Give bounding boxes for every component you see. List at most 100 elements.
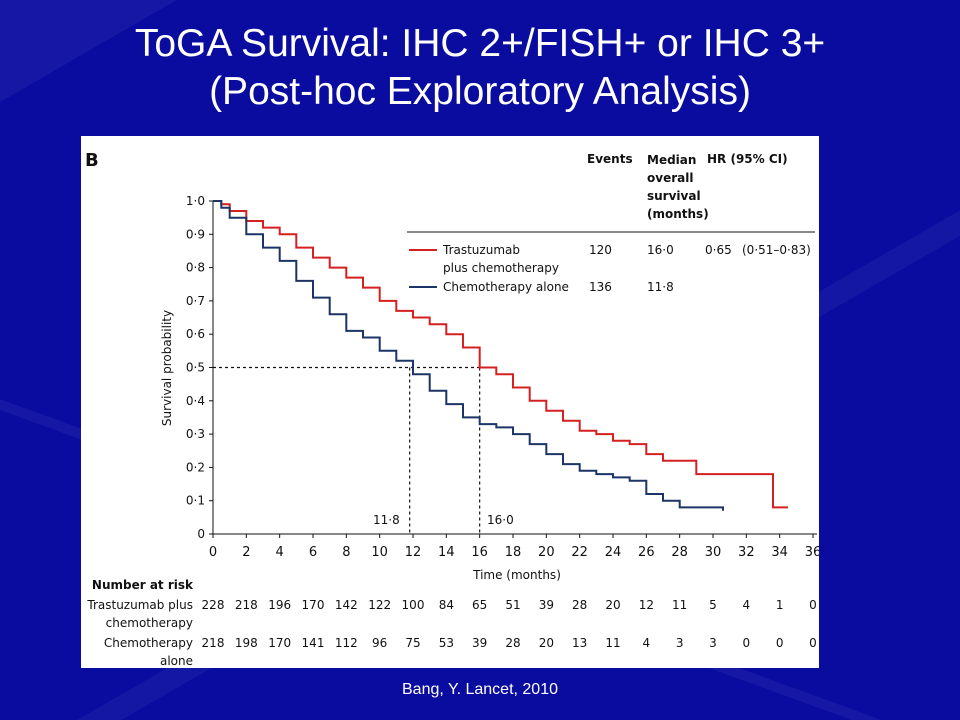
risk-value: 39 (539, 598, 554, 612)
header-median: Median overall survival (months) (647, 153, 709, 221)
header-events: Events (587, 152, 633, 166)
x-tick-label: 20 (538, 545, 555, 560)
y-ticks: 0 0·1 0·2 0·3 0·4 0·5 0·6 0·7 0·8 0·9 1·0 (186, 194, 213, 541)
x-tick-label: 30 (705, 545, 722, 560)
risk-value: 0 (809, 598, 817, 612)
x-tick-label: 14 (438, 545, 455, 560)
risk-value: 228 (202, 598, 225, 612)
x-tick-label: 28 (671, 545, 688, 560)
y-tick-label: 0·2 (186, 460, 205, 474)
risk-value: 20 (605, 598, 620, 612)
y-axis-label: Survival probability (160, 310, 174, 426)
risk-value: 53 (439, 636, 454, 650)
x-tick-label: 8 (342, 545, 350, 560)
y-tick-label: 0·7 (186, 294, 205, 308)
risk-value: 20 (539, 636, 554, 650)
median-label-chemo: 11·8 (373, 513, 400, 527)
risk-value: 170 (268, 636, 291, 650)
events-chemo: 136 (589, 280, 612, 294)
y-tick-label: 0·3 (186, 427, 205, 441)
risk-value: 1 (776, 598, 784, 612)
x-tick-label: 22 (571, 545, 588, 560)
risk-value: 28 (572, 598, 587, 612)
median-chemo: 11·8 (647, 280, 674, 294)
risk-value: 13 (572, 636, 587, 650)
x-tick-label: 16 (471, 545, 488, 560)
risk-row-2-label-line2: alone (160, 654, 193, 668)
risk-value: 196 (268, 598, 291, 612)
risk-value: 65 (472, 598, 487, 612)
risk-value: 39 (472, 636, 487, 650)
x-tick-label: 36 (805, 545, 819, 560)
median-reference-lines (213, 366, 481, 534)
y-tick-label: 0·5 (186, 361, 205, 375)
risk-row-1-label-line2: chemotherapy (106, 616, 193, 630)
survival-curves (213, 200, 788, 511)
risk-value: 198 (235, 636, 258, 650)
citation: Bang, Y. Lancet, 2010 (402, 681, 558, 698)
risk-value: 112 (335, 636, 358, 650)
x-tick-label: 0 (209, 545, 217, 560)
hr-value: 0·65 (705, 243, 732, 257)
risk-value: 0 (809, 636, 817, 650)
x-tick-label: 32 (738, 545, 755, 560)
y-tick-label: 0 (197, 527, 205, 541)
hr-ci: (0·51–0·83) (742, 243, 811, 257)
x-tick-label: 24 (605, 545, 622, 560)
risk-value: 3 (676, 636, 684, 650)
risk-value: 141 (302, 636, 325, 650)
risk-value: 218 (202, 636, 225, 650)
header-median-line3: survival (647, 189, 701, 203)
risk-value: 5 (709, 598, 717, 612)
header-median-line4: (months) (647, 207, 709, 221)
y-tick-label: 0·1 (186, 494, 205, 508)
legend-trastuzumab-line1: Trastuzumab (442, 243, 520, 257)
number-at-risk-values: 228 218 196 170 142 122 100 84 65 51 39 28 20 12 11 5 4 1… (202, 598, 817, 650)
km-chart-svg: B Events Median overall survival (months… (85, 150, 819, 668)
y-tick-label: 0·6 (186, 327, 205, 341)
slide-title: ToGA Survival: IHC 2+/FISH+ or IHC 3+ (P… (0, 20, 960, 116)
x-axis-label: Time (months) (472, 568, 561, 582)
risk-row-2-label-line1: Chemotherapy (104, 636, 193, 650)
km-survival-figure: B Events Median overall survival (months… (81, 136, 819, 668)
title-line-1: ToGA Survival: IHC 2+/FISH+ or IHC 3+ (134, 22, 826, 65)
risk-value: 218 (235, 598, 258, 612)
risk-value: 3 (709, 636, 717, 650)
risk-row-1-label-line1: Trastuzumab plus (86, 598, 193, 612)
legend-chemo: Chemotherapy alone (443, 280, 569, 294)
x-tick-label: 6 (309, 545, 317, 560)
x-tick-label: 2 (242, 545, 250, 560)
x-ticks: 0 2 4 6 8 10 12 14 16 18 20 22 24 26 28 30 32 34 36 (209, 534, 819, 560)
risk-value: 11 (605, 636, 620, 650)
y-tick-label: 0·4 (186, 394, 205, 408)
curve-trastuzumab (213, 200, 788, 509)
x-tick-label: 10 (371, 545, 388, 560)
risk-value: 0 (776, 636, 784, 650)
y-tick-label: 0·9 (186, 227, 205, 241)
legend-trastuzumab-line2: plus chemotherapy (443, 261, 559, 275)
risk-value: 100 (402, 598, 425, 612)
risk-value: 28 (505, 636, 520, 650)
risk-value: 4 (743, 598, 751, 612)
header-median-line2: overall (647, 171, 693, 185)
header-median-line1: Median (647, 153, 696, 167)
risk-value: 84 (439, 598, 454, 612)
curve-chemo (213, 200, 724, 511)
risk-value: 4 (643, 636, 651, 650)
risk-value: 12 (639, 598, 654, 612)
y-tick-label: 0·8 (186, 261, 205, 275)
header-hr: HR (95% CI) (707, 152, 788, 166)
median-trastuzumab: 16·0 (647, 243, 674, 257)
panel-label: B (85, 150, 99, 171)
x-tick-label: 34 (771, 545, 788, 560)
events-trastuzumab: 120 (589, 243, 612, 257)
risk-value: 170 (302, 598, 325, 612)
x-tick-label: 18 (505, 545, 522, 560)
median-label-trastuzumab: 16·0 (487, 513, 514, 527)
risk-value: 75 (405, 636, 420, 650)
x-tick-label: 26 (638, 545, 655, 560)
risk-value: 122 (368, 598, 391, 612)
number-at-risk-header: Number at risk (92, 578, 194, 592)
risk-value: 142 (335, 598, 358, 612)
risk-value: 51 (505, 598, 520, 612)
